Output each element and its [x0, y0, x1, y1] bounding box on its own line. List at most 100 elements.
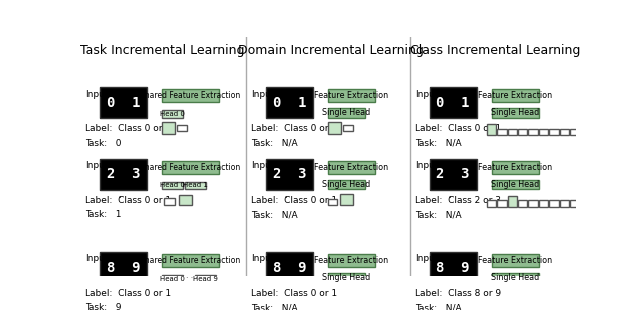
FancyBboxPatch shape: [549, 201, 559, 207]
FancyBboxPatch shape: [529, 201, 538, 207]
FancyBboxPatch shape: [487, 294, 496, 300]
Text: Feature Extraction: Feature Extraction: [314, 91, 388, 100]
Text: Single Head: Single Head: [323, 180, 371, 189]
FancyBboxPatch shape: [559, 201, 569, 207]
Text: 0  1: 0 1: [273, 96, 307, 110]
FancyBboxPatch shape: [162, 182, 182, 189]
Text: Single Head: Single Head: [491, 273, 540, 282]
Text: Task:   N/A: Task: N/A: [251, 139, 298, 148]
Text: Task:   N/A: Task: N/A: [251, 210, 298, 219]
Text: .: .: [118, 172, 122, 186]
FancyBboxPatch shape: [328, 108, 365, 117]
FancyBboxPatch shape: [340, 289, 355, 303]
FancyBboxPatch shape: [179, 195, 192, 206]
Text: Feature Extraction: Feature Extraction: [478, 163, 552, 172]
Text: Task:   N/A: Task: N/A: [415, 303, 461, 310]
FancyBboxPatch shape: [429, 252, 477, 283]
FancyBboxPatch shape: [529, 294, 538, 300]
FancyBboxPatch shape: [518, 201, 527, 207]
Text: Input:: Input:: [251, 90, 278, 99]
FancyBboxPatch shape: [492, 108, 539, 117]
FancyBboxPatch shape: [100, 87, 147, 118]
FancyBboxPatch shape: [570, 129, 579, 135]
Text: Head 9: Head 9: [193, 276, 218, 281]
Text: Head 1: Head 1: [183, 182, 208, 188]
Text: 8  9: 8 9: [107, 260, 140, 275]
Text: Label:  Class 8 or 9: Label: Class 8 or 9: [415, 289, 501, 298]
FancyBboxPatch shape: [487, 124, 496, 135]
FancyBboxPatch shape: [189, 294, 198, 300]
FancyBboxPatch shape: [328, 254, 375, 267]
FancyBboxPatch shape: [492, 273, 539, 282]
Text: 2  3: 2 3: [107, 167, 140, 181]
FancyBboxPatch shape: [508, 129, 517, 135]
Text: · · ·: · · ·: [186, 274, 198, 283]
Text: Input:: Input:: [85, 161, 111, 170]
FancyBboxPatch shape: [340, 194, 353, 206]
Text: Domain Incremental Learning: Domain Incremental Learning: [237, 44, 424, 57]
FancyBboxPatch shape: [539, 294, 548, 300]
Text: .: .: [284, 187, 288, 201]
FancyBboxPatch shape: [518, 129, 527, 135]
Text: Task:   N/A: Task: N/A: [415, 210, 461, 219]
FancyBboxPatch shape: [429, 159, 477, 190]
Text: Single Head: Single Head: [491, 180, 540, 189]
Text: Task:   N/A: Task: N/A: [415, 139, 461, 148]
FancyBboxPatch shape: [497, 129, 507, 135]
Text: Feature Extraction: Feature Extraction: [314, 163, 388, 172]
FancyBboxPatch shape: [185, 182, 206, 189]
FancyBboxPatch shape: [529, 129, 538, 135]
FancyBboxPatch shape: [518, 294, 527, 300]
FancyBboxPatch shape: [497, 201, 507, 207]
FancyBboxPatch shape: [580, 201, 590, 207]
Text: Input:: Input:: [85, 90, 111, 99]
Text: .: .: [447, 179, 452, 193]
FancyBboxPatch shape: [580, 129, 590, 135]
Text: Head 0: Head 0: [160, 111, 185, 117]
Text: Input:: Input:: [251, 255, 278, 264]
Text: Label:  Class 0 or 1: Label: Class 0 or 1: [85, 124, 171, 133]
FancyBboxPatch shape: [559, 129, 569, 135]
Text: Task:   0: Task: 0: [85, 139, 122, 148]
FancyBboxPatch shape: [539, 129, 548, 135]
FancyBboxPatch shape: [492, 254, 539, 267]
Text: Task:   1: Task: 1: [85, 210, 122, 219]
FancyBboxPatch shape: [508, 294, 517, 300]
Text: Input:: Input:: [415, 161, 441, 170]
FancyBboxPatch shape: [570, 294, 579, 300]
FancyBboxPatch shape: [266, 159, 313, 190]
Text: Input:: Input:: [85, 255, 111, 264]
Text: Single Head: Single Head: [491, 108, 540, 117]
FancyBboxPatch shape: [162, 122, 175, 134]
Text: Label:  Class 0 or 1: Label: Class 0 or 1: [251, 124, 337, 133]
Text: Head 0: Head 0: [160, 276, 185, 281]
FancyBboxPatch shape: [492, 161, 539, 174]
Text: Label:  Class 0 or 1: Label: Class 0 or 1: [415, 124, 501, 133]
Text: Task:   9: Task: 9: [85, 303, 122, 310]
Text: Input:: Input:: [251, 161, 278, 170]
FancyBboxPatch shape: [539, 201, 548, 207]
Text: .: .: [118, 187, 122, 201]
Text: Label:  Class 0 or 1: Label: Class 0 or 1: [251, 196, 337, 205]
FancyBboxPatch shape: [177, 125, 187, 131]
Text: Feature Extraction: Feature Extraction: [478, 91, 552, 100]
Text: Label:  Class 0 or 1: Label: Class 0 or 1: [85, 196, 171, 205]
Text: Task:   N/A: Task: N/A: [251, 303, 298, 310]
FancyBboxPatch shape: [492, 89, 539, 102]
Text: .: .: [447, 172, 452, 186]
Text: Task Incremental Learning: Task Incremental Learning: [79, 44, 244, 57]
FancyBboxPatch shape: [497, 294, 507, 300]
Text: .: .: [284, 172, 288, 186]
FancyBboxPatch shape: [570, 201, 579, 207]
FancyBboxPatch shape: [559, 294, 569, 300]
FancyBboxPatch shape: [266, 252, 313, 283]
FancyBboxPatch shape: [328, 199, 337, 205]
Text: 0  1: 0 1: [107, 96, 140, 110]
FancyBboxPatch shape: [580, 289, 590, 300]
Text: .: .: [447, 187, 452, 201]
Text: Feature Extraction: Feature Extraction: [314, 256, 388, 265]
Text: Class Incremental Learning: Class Incremental Learning: [410, 44, 581, 57]
Text: 8  9: 8 9: [273, 260, 307, 275]
FancyBboxPatch shape: [172, 289, 187, 303]
FancyBboxPatch shape: [266, 87, 313, 118]
